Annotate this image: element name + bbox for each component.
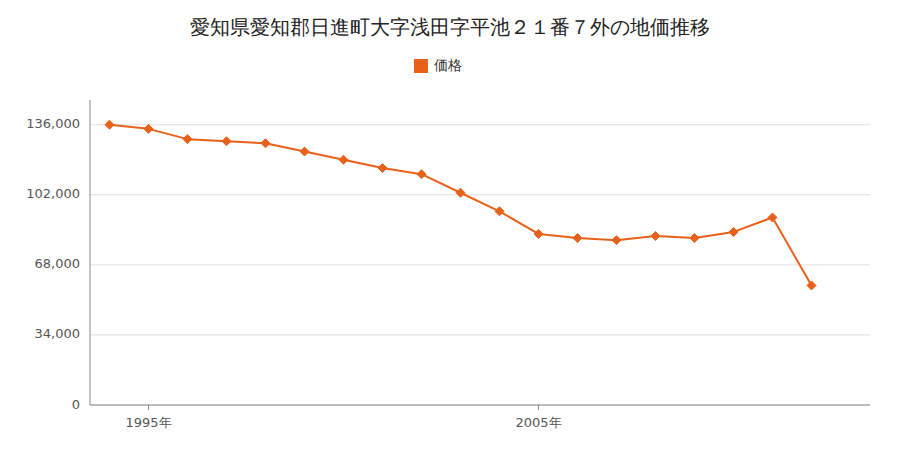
data-point [456, 188, 465, 197]
data-point [534, 229, 543, 238]
grid-line [90, 264, 870, 265]
data-point [495, 207, 504, 216]
data-point [768, 213, 777, 222]
x-tick [148, 405, 149, 410]
grid [90, 125, 870, 405]
data-point [261, 139, 270, 148]
data-point [417, 170, 426, 179]
y-tick-label: 102,000 [26, 186, 80, 201]
plot-area [105, 120, 816, 290]
data-point [144, 124, 153, 133]
y-tick-label: 68,000 [35, 256, 81, 271]
grid-line [90, 334, 870, 335]
y-tick-label: 0 [72, 397, 80, 412]
y-axis-line [90, 100, 91, 405]
data-point [222, 137, 231, 146]
x-axis-line [90, 405, 870, 406]
data-point [690, 234, 699, 243]
x-tick-label: 1995年 [125, 415, 171, 430]
data-point [183, 135, 192, 144]
legend: 価格 [414, 57, 462, 73]
data-point [300, 147, 309, 156]
y-tick-label: 136,000 [26, 116, 80, 131]
data-point [729, 227, 738, 236]
chart-title: 愛知県愛知郡日進町大字浅田字平池２１番７外の地価推移 [190, 15, 710, 39]
chart-svg: 愛知県愛知郡日進町大字浅田字平池２１番７外の地価推移 0 34,000 68,000 1… [0, 0, 900, 450]
data-point [612, 236, 621, 245]
legend-label: 価格 [434, 57, 462, 73]
x-tick [538, 405, 539, 410]
data-point [573, 234, 582, 243]
x-tick-label: 2005年 [515, 415, 561, 430]
chart-container: 愛知県愛知郡日進町大字浅田字平池２１番７外の地価推移 0 34,000 68,000 1… [0, 0, 900, 450]
line-series [110, 125, 812, 286]
y-tick-label: 34,000 [35, 326, 81, 341]
legend-swatch [414, 59, 428, 73]
grid-line [90, 405, 870, 406]
data-point [378, 164, 387, 173]
data-point [807, 281, 816, 290]
grid-line [90, 124, 870, 125]
grid-line [90, 194, 870, 195]
data-point [339, 155, 348, 164]
data-point [105, 120, 114, 129]
data-point [651, 232, 660, 241]
